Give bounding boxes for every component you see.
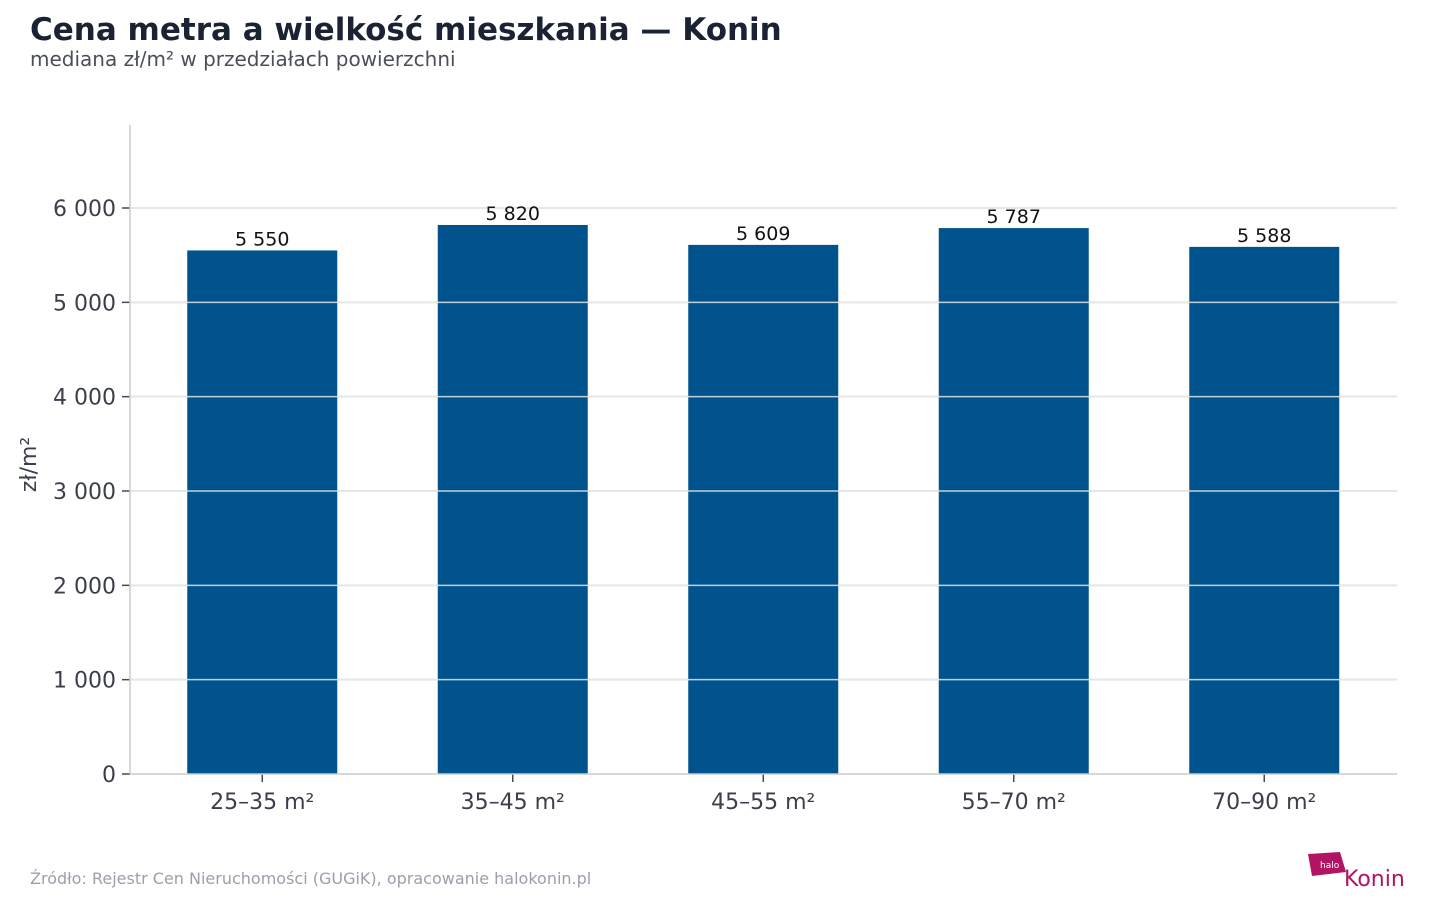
y-tick-label: 4 000 bbox=[53, 386, 116, 411]
x-tick-label: 25–35 m² bbox=[210, 790, 314, 815]
bar-value-label: 5 820 bbox=[486, 203, 540, 225]
chart-title: Cena metra a wielkość mieszkania — Konin bbox=[30, 12, 782, 48]
x-tick-label: 70–90 m² bbox=[1212, 790, 1316, 815]
logo-small-text: halo bbox=[1320, 861, 1340, 871]
bar-value-label: 5 609 bbox=[736, 223, 790, 245]
y-axis-label: zł/m² bbox=[17, 437, 42, 492]
logo-text: Konin bbox=[1344, 867, 1405, 892]
bar-value-label: 5 550 bbox=[235, 228, 289, 250]
x-tick-label: 45–55 m² bbox=[711, 790, 815, 815]
logo-flag-shape bbox=[1308, 852, 1346, 876]
bar-value-label: 5 787 bbox=[987, 206, 1041, 228]
chart-subtitle: mediana zł/m² w przedziałach powierzchni bbox=[30, 47, 456, 71]
bar bbox=[688, 244, 839, 774]
y-tick-label: 0 bbox=[102, 763, 116, 788]
y-tick-label: 2 000 bbox=[53, 574, 116, 599]
bar bbox=[437, 224, 588, 775]
y-tick-label: 1 000 bbox=[53, 669, 116, 694]
axes bbox=[122, 125, 1397, 782]
bars bbox=[130, 207, 1397, 775]
y-tick-label: 3 000 bbox=[53, 480, 116, 505]
bar-value-label: 5 588 bbox=[1237, 225, 1291, 247]
bar bbox=[1189, 246, 1340, 774]
bar bbox=[187, 250, 338, 774]
bar bbox=[938, 228, 1089, 774]
labels: 0 1 000 2 000 3 000 4 000 5 000 6 000 5 550 25–3… bbox=[53, 197, 1316, 815]
source-note: Źródło: Rejestr Cen Nieruchomości (GUGiK… bbox=[30, 869, 592, 888]
halokonin-logo: halo Konin bbox=[1308, 852, 1405, 892]
x-tick-label: 55–70 m² bbox=[962, 790, 1066, 815]
y-tick-label: 6 000 bbox=[53, 197, 116, 222]
y-tick-label: 5 000 bbox=[53, 291, 116, 316]
x-tick-label: 35–45 m² bbox=[461, 790, 565, 815]
